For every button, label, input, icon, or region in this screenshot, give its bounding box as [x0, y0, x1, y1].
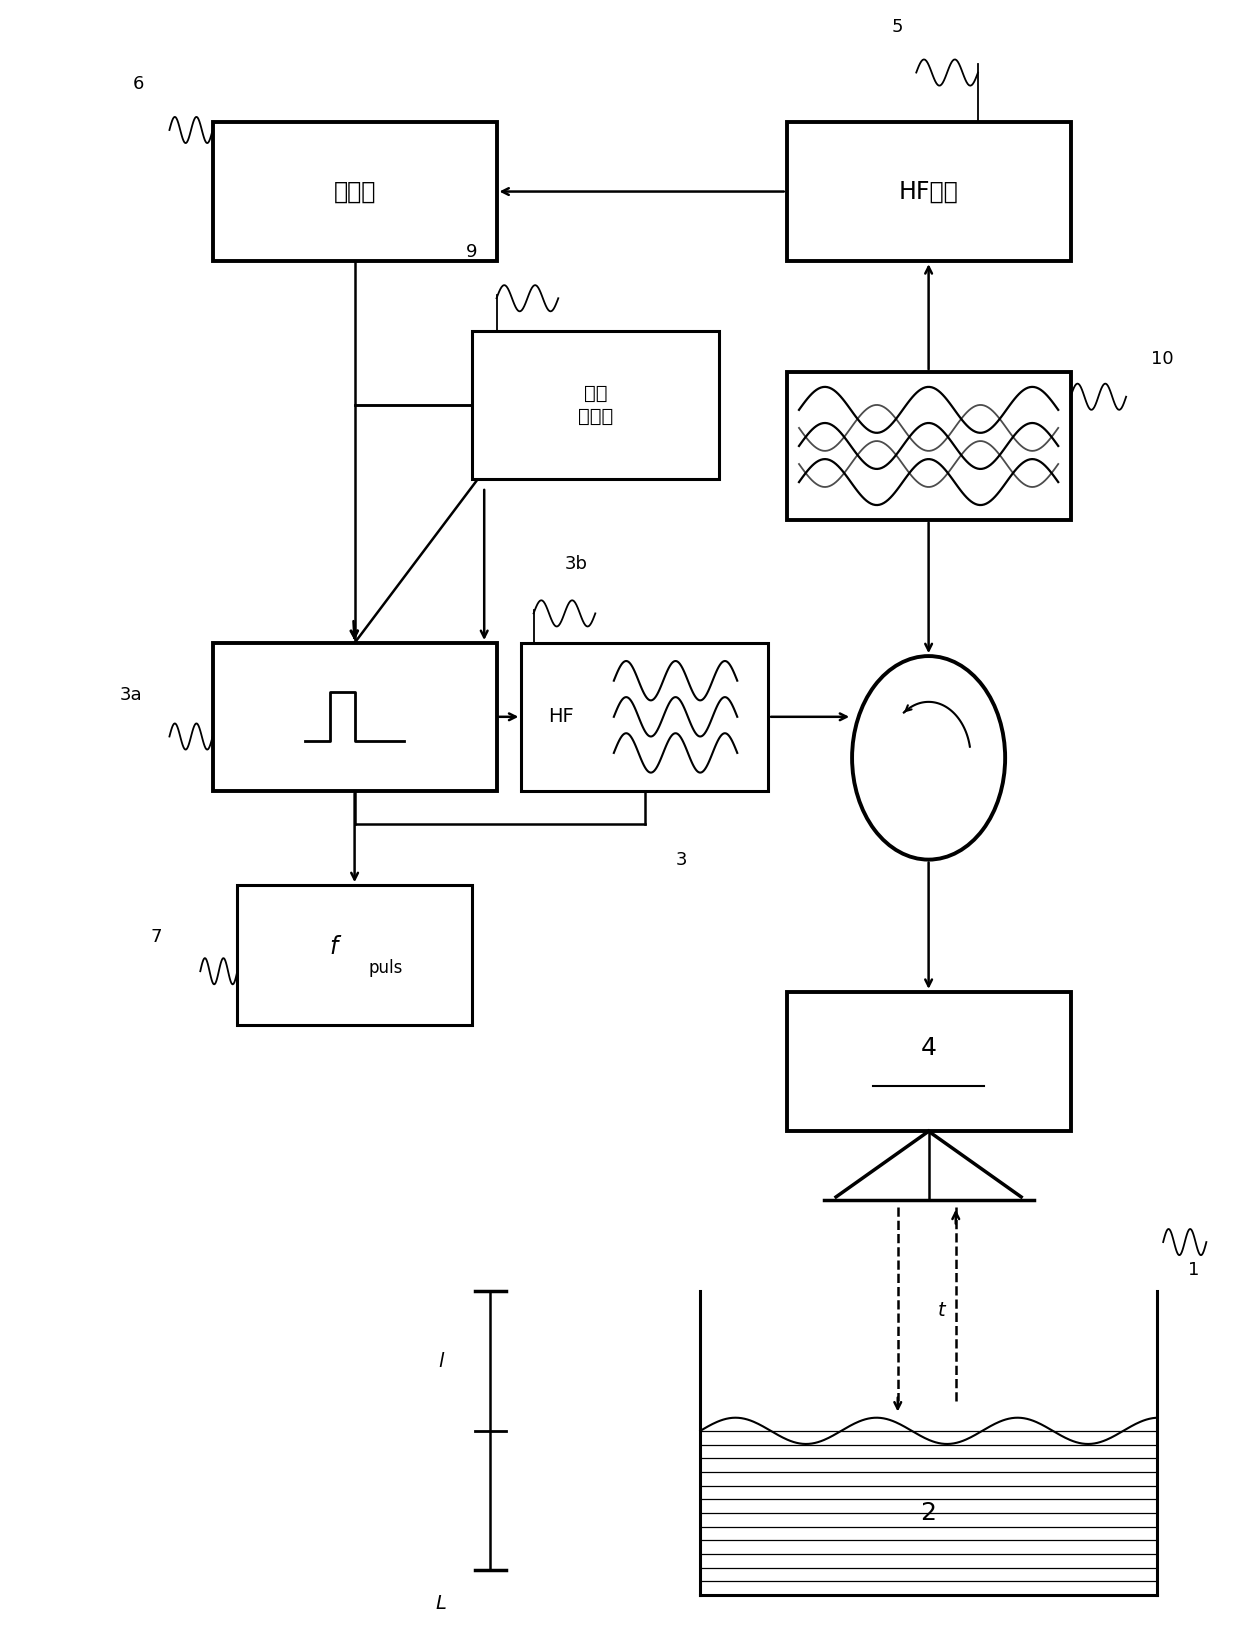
Bar [786, 372, 1070, 520]
Text: 5: 5 [892, 18, 903, 36]
Text: 3: 3 [676, 850, 687, 868]
Text: t: t [937, 1301, 945, 1321]
Text: 10: 10 [1151, 349, 1173, 367]
Text: 2: 2 [920, 1500, 936, 1525]
Text: HF: HF [548, 707, 574, 726]
Text: 7: 7 [151, 927, 162, 945]
Text: 1: 1 [1188, 1262, 1199, 1280]
Text: puls: puls [368, 959, 403, 977]
Bar [786, 122, 1070, 262]
Bar [237, 884, 472, 1024]
Text: 触发器: 触发器 [334, 180, 376, 204]
Text: 9: 9 [466, 244, 477, 262]
Text: l: l [438, 1352, 444, 1370]
Text: 3a: 3a [120, 687, 143, 705]
Bar [212, 122, 496, 262]
Bar [786, 991, 1070, 1131]
Bar [521, 642, 768, 791]
Text: $f$: $f$ [330, 934, 342, 959]
Text: L: L [435, 1594, 446, 1612]
Text: HF检测: HF检测 [899, 180, 959, 204]
Text: 4: 4 [920, 1036, 936, 1061]
Bar [212, 642, 496, 791]
Bar [472, 331, 719, 479]
Text: 3b: 3b [564, 555, 588, 573]
Text: 6: 6 [133, 76, 144, 92]
Text: 初始
触发器: 初始 触发器 [578, 384, 613, 427]
